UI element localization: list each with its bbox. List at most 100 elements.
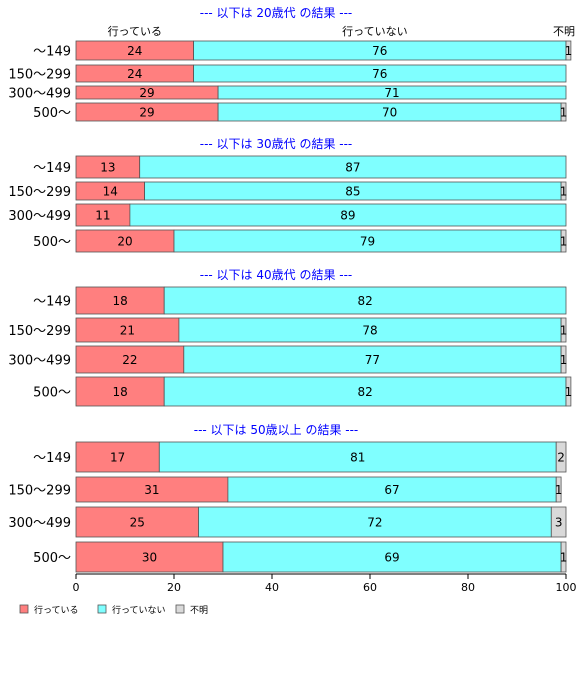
row-label: 500～ bbox=[33, 235, 71, 250]
data-label: 1 bbox=[555, 483, 563, 497]
row-label: 150～299 bbox=[8, 185, 71, 200]
group-title-4: --- 以下は 50歳以上 の結果 --- bbox=[194, 423, 359, 437]
data-label: 1 bbox=[560, 551, 568, 565]
row-label: 300～499 bbox=[8, 209, 71, 224]
row-label: 300～499 bbox=[8, 354, 71, 369]
row-label: ～149 bbox=[33, 451, 71, 466]
data-label: 18 bbox=[112, 294, 127, 308]
data-label: 1 bbox=[560, 106, 568, 120]
bar-segment bbox=[227, 476, 557, 503]
bar-segment bbox=[163, 286, 567, 315]
data-label: 76 bbox=[372, 67, 387, 81]
bar-segment bbox=[178, 317, 562, 343]
row-label: ～149 bbox=[33, 295, 71, 310]
x-tick-label: 80 bbox=[461, 581, 475, 594]
legend-label-3: 不明 bbox=[190, 605, 208, 616]
data-label: 14 bbox=[103, 185, 118, 199]
bar-segment bbox=[75, 441, 160, 473]
data-label: 71 bbox=[384, 86, 399, 100]
bar-segment bbox=[75, 506, 199, 538]
data-label: 1 bbox=[560, 185, 568, 199]
data-label: 72 bbox=[367, 516, 382, 530]
bar-segment bbox=[129, 203, 567, 227]
bar-segment bbox=[560, 102, 567, 122]
data-label: 67 bbox=[384, 483, 399, 497]
x-tick-label: 0 bbox=[73, 581, 80, 594]
bar-segment bbox=[565, 40, 572, 61]
data-label: 89 bbox=[340, 209, 355, 223]
data-label: 25 bbox=[130, 516, 145, 530]
data-label: 77 bbox=[365, 353, 380, 367]
data-label: 81 bbox=[350, 451, 365, 465]
bar-segment bbox=[75, 317, 180, 343]
data-label: 1 bbox=[560, 353, 568, 367]
data-label: 82 bbox=[357, 385, 372, 399]
legend-label-1: 行っている bbox=[34, 604, 79, 616]
row-label: 500～ bbox=[33, 551, 71, 566]
data-label: 79 bbox=[360, 235, 375, 249]
bar-segment bbox=[75, 541, 224, 573]
data-label: 29 bbox=[139, 86, 154, 100]
data-label: 85 bbox=[345, 185, 360, 199]
bar-segment bbox=[183, 345, 562, 374]
data-label: 24 bbox=[127, 44, 142, 58]
data-label: 22 bbox=[122, 353, 137, 367]
bar-segment bbox=[550, 506, 567, 538]
data-label: 76 bbox=[372, 44, 387, 58]
data-label: 13 bbox=[100, 161, 115, 175]
bar-segment bbox=[75, 286, 165, 315]
row-label: 300～499 bbox=[8, 87, 71, 102]
data-label: 24 bbox=[127, 67, 142, 81]
data-label: 17 bbox=[110, 451, 125, 465]
bar-segment bbox=[560, 541, 567, 573]
data-label: 70 bbox=[382, 106, 397, 120]
data-label: 78 bbox=[362, 324, 377, 338]
bar-segment bbox=[198, 506, 552, 538]
data-label: 29 bbox=[139, 106, 154, 120]
bar-segment bbox=[222, 541, 562, 573]
column-header-2: 行っていない bbox=[342, 25, 407, 38]
bar-segment bbox=[139, 155, 567, 179]
data-label: 18 bbox=[112, 385, 127, 399]
data-label: 30 bbox=[142, 551, 157, 565]
data-label: 3 bbox=[555, 516, 563, 530]
bar-segment bbox=[560, 229, 567, 253]
row-label: 150～299 bbox=[8, 484, 71, 499]
bar-segment bbox=[555, 441, 567, 473]
data-label: 1 bbox=[560, 235, 568, 249]
column-header-1: 行っている bbox=[108, 25, 162, 38]
row-label: 500～ bbox=[33, 106, 71, 121]
bar-segment bbox=[193, 64, 567, 83]
group-title-3: --- 以下は 40歳代 の結果 --- bbox=[200, 268, 353, 282]
x-tick-label: 20 bbox=[167, 581, 181, 594]
data-label: 31 bbox=[144, 483, 159, 497]
data-label: 1 bbox=[565, 385, 573, 399]
row-label: 150～299 bbox=[8, 68, 71, 83]
row-label: 300～499 bbox=[8, 516, 71, 531]
data-label: 20 bbox=[117, 235, 132, 249]
x-tick-label: 40 bbox=[265, 581, 279, 594]
data-label: 87 bbox=[345, 161, 360, 175]
row-label: ～149 bbox=[33, 161, 71, 176]
column-header-3: 不明 bbox=[553, 25, 575, 38]
bar-segment bbox=[555, 476, 562, 503]
row-label: 150～299 bbox=[8, 324, 71, 339]
data-label: 82 bbox=[357, 294, 372, 308]
x-tick-label: 100 bbox=[556, 581, 577, 594]
legend-swatch-2 bbox=[97, 604, 107, 614]
group-title-1: --- 以下は 20歳代 の結果 --- bbox=[200, 6, 353, 20]
x-tick-label: 60 bbox=[363, 581, 377, 594]
row-label: 500～ bbox=[33, 386, 71, 401]
legend-swatch-1 bbox=[19, 604, 29, 614]
bar-segment bbox=[560, 317, 567, 343]
bar-segment bbox=[158, 441, 557, 473]
data-label: 69 bbox=[384, 551, 399, 565]
row-label: ～149 bbox=[33, 45, 71, 60]
bar-segment bbox=[560, 181, 567, 201]
bar-segment bbox=[560, 345, 567, 374]
data-label: 1 bbox=[560, 324, 568, 338]
legend-swatch-3 bbox=[175, 604, 185, 614]
data-label: 1 bbox=[565, 44, 573, 58]
data-label: 2 bbox=[557, 451, 565, 465]
bar-segment bbox=[75, 476, 229, 503]
